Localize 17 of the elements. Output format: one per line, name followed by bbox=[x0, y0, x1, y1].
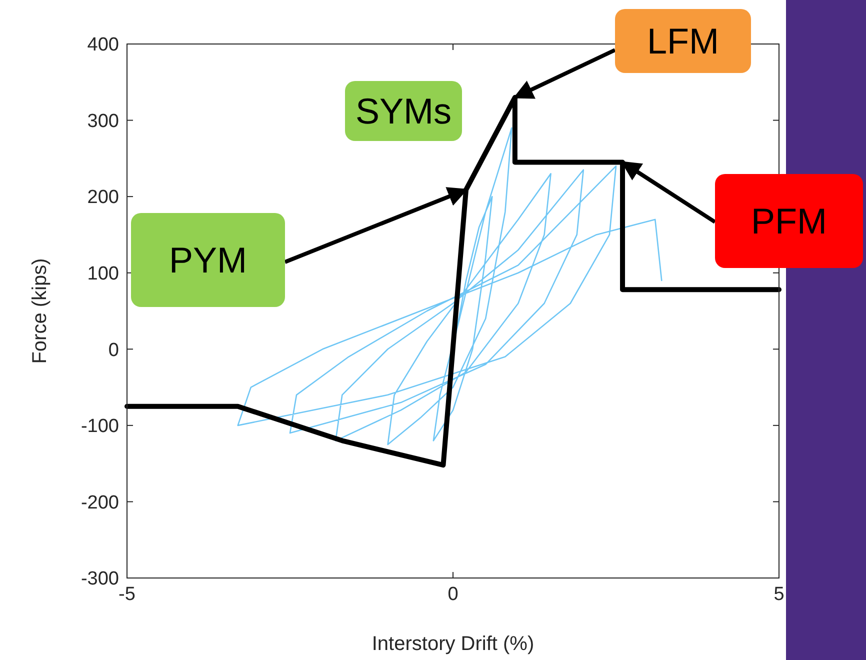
y-tick-label: -300 bbox=[80, 568, 119, 590]
annotation: LFM bbox=[647, 20, 719, 62]
x-axis-title: Interstory Drift (%) bbox=[372, 633, 534, 655]
x-tick-label: 0 bbox=[448, 584, 458, 605]
annotation: PYM bbox=[168, 240, 248, 281]
y-tick-label: 200 bbox=[87, 187, 119, 208]
y-tick-label: 300 bbox=[87, 110, 119, 132]
y-tick-label: 100 bbox=[87, 264, 119, 285]
y-tick-label: 0 bbox=[108, 340, 119, 361]
x-tick-label: -5 bbox=[118, 584, 136, 605]
y-tick-label: 400 bbox=[87, 34, 119, 56]
x-tick-label: 5 bbox=[774, 584, 784, 605]
annotation: PFM bbox=[751, 200, 827, 242]
annotation: SYMs bbox=[355, 90, 452, 132]
y-tick-label: -100 bbox=[80, 416, 119, 438]
y-axis-title: Force (kips) bbox=[29, 258, 51, 364]
y-tick-label: -200 bbox=[80, 492, 119, 514]
